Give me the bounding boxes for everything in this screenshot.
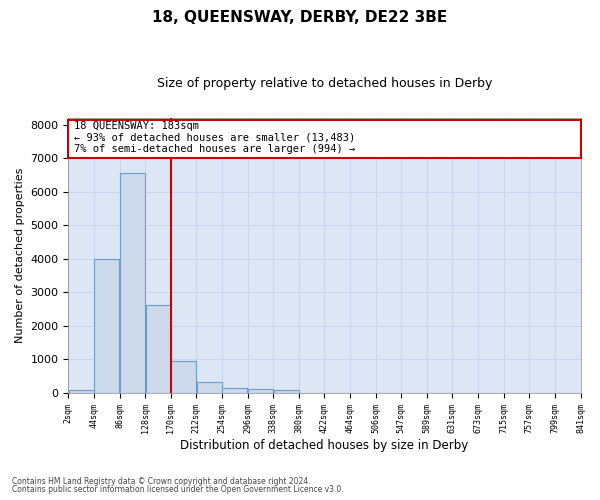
Text: Contains HM Land Registry data © Crown copyright and database right 2024.: Contains HM Land Registry data © Crown c…: [12, 477, 311, 486]
Bar: [146, 306, 170, 393]
Text: ← 93% of detached houses are smaller (13,483): ← 93% of detached houses are smaller (13…: [74, 132, 356, 142]
X-axis label: Distribution of detached houses by size in Derby: Distribution of detached houses by size …: [181, 440, 469, 452]
Title: Size of property relative to detached houses in Derby: Size of property relative to detached ho…: [157, 78, 492, 90]
Text: 7% of semi-detached houses are larger (994) →: 7% of semi-detached houses are larger (9…: [74, 144, 356, 154]
Bar: [223, 388, 247, 393]
Text: Contains public sector information licensed under the Open Government Licence v3: Contains public sector information licen…: [12, 485, 344, 494]
Text: 18 QUEENSWAY: 183sqm: 18 QUEENSWAY: 183sqm: [74, 120, 199, 130]
Bar: [68, 120, 581, 158]
Text: 18, QUEENSWAY, DERBY, DE22 3BE: 18, QUEENSWAY, DERBY, DE22 3BE: [152, 10, 448, 25]
Bar: [274, 390, 299, 393]
Bar: [69, 390, 94, 393]
Bar: [248, 389, 273, 393]
Bar: [197, 382, 222, 393]
Bar: [171, 360, 196, 393]
Y-axis label: Number of detached properties: Number of detached properties: [15, 168, 25, 343]
Bar: [94, 259, 119, 393]
Bar: [120, 173, 145, 393]
